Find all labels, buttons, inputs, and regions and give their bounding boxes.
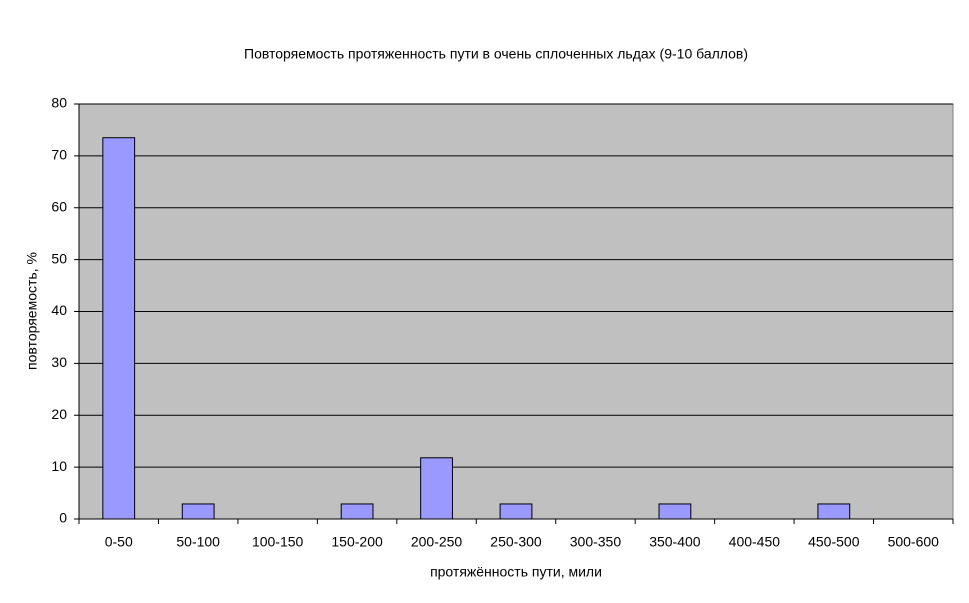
x-tick-label: 50-100 (176, 534, 220, 550)
x-tick-label: 300-350 (570, 534, 622, 550)
y-tick-label: 70 (51, 147, 67, 163)
x-tick-label: 100-150 (252, 534, 304, 550)
bar (499, 503, 533, 520)
y-tick-label: 60 (51, 198, 67, 214)
x-tick-label: 350-400 (649, 534, 701, 550)
y-tick-label: 50 (51, 250, 67, 266)
chart-title: Повторяемость протяженность пути в очень… (244, 46, 748, 62)
bar (658, 503, 692, 520)
bar (181, 503, 215, 520)
bar (420, 457, 453, 520)
x-tick-label: 500-600 (888, 534, 940, 550)
x-tick-label: 0-50 (105, 534, 133, 550)
y-axis-label: повторяемость, % (24, 252, 40, 370)
x-tick-label: 250-300 (490, 534, 542, 550)
x-axis-label: протяжённость пути, мили (430, 564, 602, 580)
bar (102, 137, 136, 520)
x-tick-label: 450-500 (808, 534, 860, 550)
y-tick-label: 40 (51, 302, 67, 318)
x-tick-label: 400-450 (729, 534, 781, 550)
x-tick-label: 200-250 (411, 534, 463, 550)
y-tick-label: 20 (51, 406, 67, 422)
x-tick-label: 150-200 (331, 534, 383, 550)
y-tick-label: 10 (51, 458, 67, 474)
y-tick-label: 80 (51, 95, 67, 111)
bar (340, 503, 374, 520)
y-tick-label: 30 (51, 354, 67, 370)
y-tick-label: 0 (59, 510, 67, 526)
bar (817, 503, 851, 520)
